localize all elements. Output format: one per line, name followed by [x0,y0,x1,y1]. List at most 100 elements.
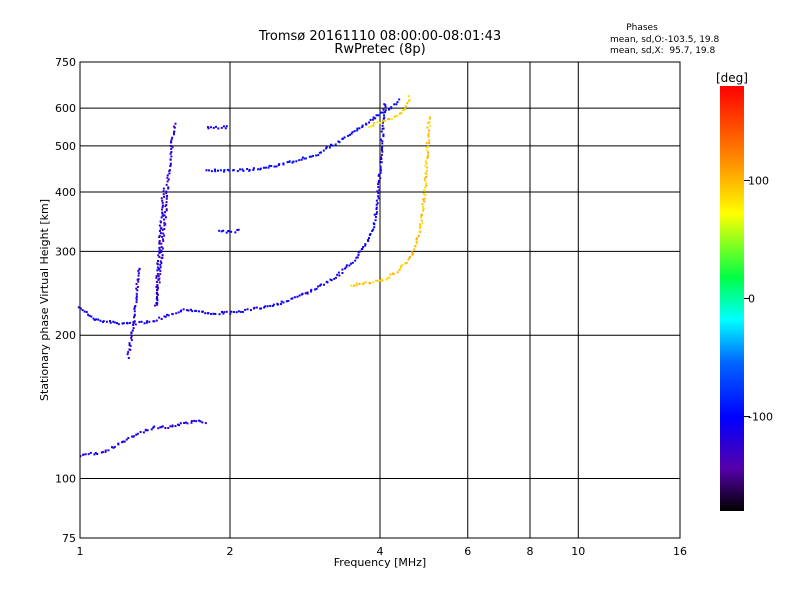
trace-dot [94,451,97,454]
trace-dot [111,446,114,449]
trace-dot [128,321,131,324]
trace-dot [171,136,174,139]
trace-dot [422,209,425,212]
x-tick-label: 1 [77,545,84,558]
trace-dot [144,428,147,431]
trace-dot [296,295,299,298]
trace-dot [137,274,140,277]
trace-dot [293,296,296,299]
colorbar [720,86,744,511]
trace-dot [133,320,136,323]
trace-dot [219,169,222,172]
trace-dot [159,260,162,263]
trace-dot [381,150,384,153]
trace-dot [375,203,378,206]
trace-dot [140,320,143,323]
trace-dot [191,310,194,313]
trace-dot [420,213,423,216]
trace-e-trace [79,419,207,458]
trace-dot [165,201,168,204]
trace-dot [421,205,424,208]
trace-dot [427,122,430,125]
trace-dot [427,154,430,157]
trace-dot [410,253,413,256]
trace-dot [425,162,428,165]
trace-dot [379,121,382,124]
trace-dot [323,283,326,286]
trace-dot [273,165,276,168]
trace-dot [165,203,168,206]
colorbar-unit: [deg] [716,71,748,85]
trace-dot [388,276,391,279]
trace-dot [201,421,204,424]
trace-dot [428,139,431,142]
trace-dot [260,307,263,310]
trace-dot [377,181,380,184]
trace-dot [350,132,353,135]
trace-dot [156,283,159,286]
trace-dot [159,270,162,273]
trace-dot [173,130,176,133]
trace-dot [87,453,90,456]
trace-dot [427,135,430,138]
trace-dot [198,419,201,422]
trace-dot [161,254,164,257]
trace-dot [310,155,313,158]
trace-dot [427,132,430,135]
trace-dot [266,305,269,308]
trace-dot [159,426,162,429]
trace-dot [278,163,281,166]
trace-dot [153,304,156,307]
trace-dot [226,168,229,171]
trace-dot [356,256,359,259]
trace-dot [160,317,163,320]
trace-dot [113,445,116,448]
trace-dot [246,308,249,311]
trace-dot [404,262,407,265]
trace-dot [169,158,172,161]
trace-dot [169,145,172,148]
trace-dot [135,301,138,304]
trace-dot [396,114,399,117]
trace-dot [398,98,401,101]
trace-dot [355,284,358,287]
trace-dot [412,252,415,255]
trace-dot [376,190,379,193]
trace-dot [237,228,240,231]
trace-dot [427,151,430,154]
trace-dot [319,151,322,154]
trace-dot [372,124,375,127]
y-tick-label: 100 [55,473,76,486]
trace-dot [426,157,429,160]
trace-dot [172,133,175,136]
trace-dot [301,156,304,159]
trace-dot [161,214,164,217]
trace-dot [161,211,164,214]
trace-dot [382,135,385,138]
trace-dot [382,133,385,136]
trace-dot [214,125,217,128]
trace-dot [162,239,165,242]
trace-dot [425,146,428,149]
chart-subtitle: RwPretec (8p) [334,42,425,57]
trace-dot [416,237,419,240]
trace-dot [358,127,361,130]
trace-dot [425,173,428,176]
trace-dot [291,297,294,300]
trace-dot [212,126,215,129]
trace-dot [252,167,255,170]
trace-dot [428,117,431,120]
trace-dot [333,277,336,280]
trace-dot [164,315,167,318]
trace-dot [362,282,365,285]
trace-dot [166,194,169,197]
trace-dot [134,304,137,307]
trace-dot [235,311,238,314]
trace-dot [405,261,408,264]
trace-dot [381,147,384,150]
trace-dot [369,118,372,121]
trace-dot [390,118,393,121]
trace-dot [126,353,129,356]
trace-dot [268,164,271,167]
trace-dot [358,282,361,285]
